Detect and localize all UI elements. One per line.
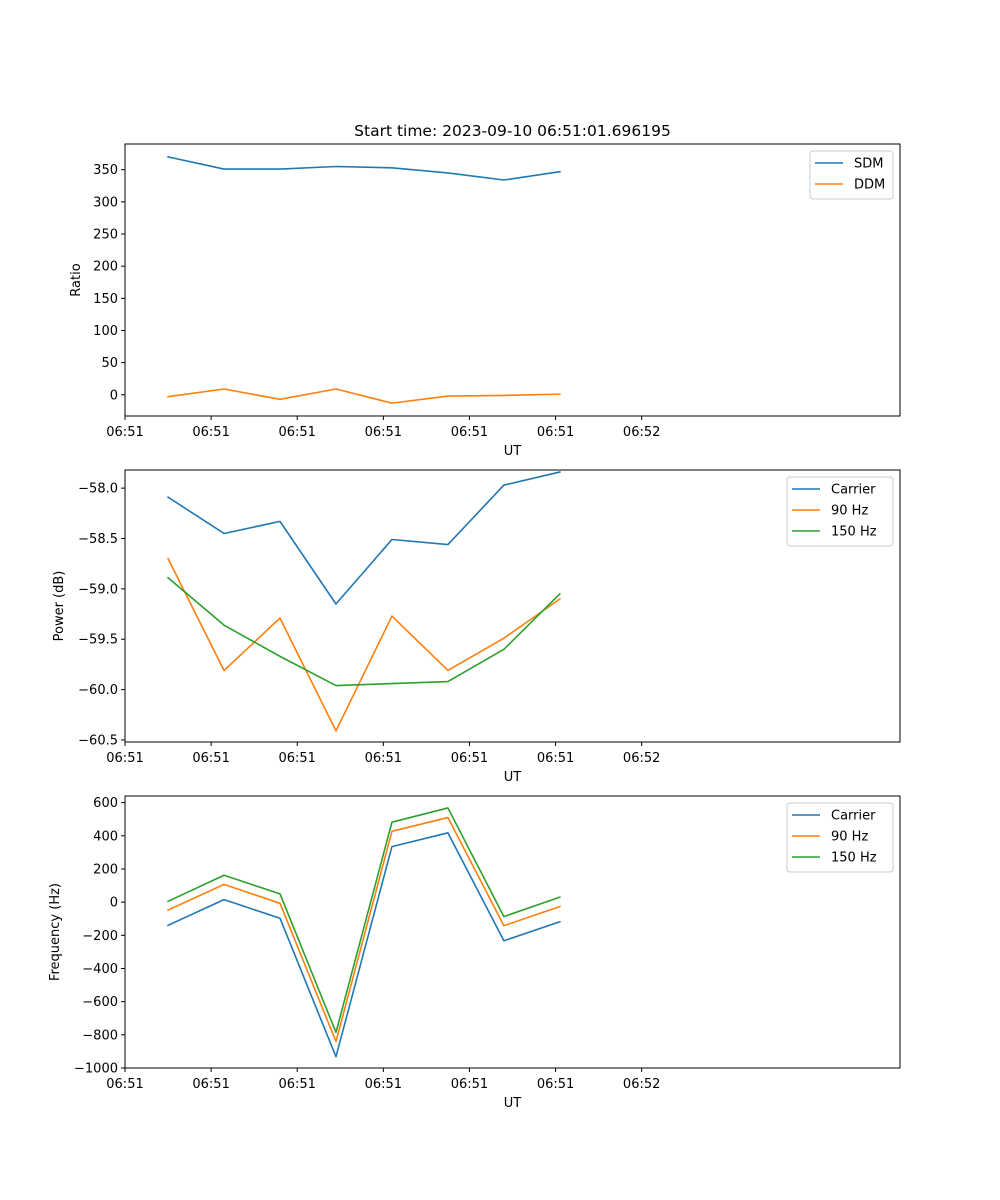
frequency-x-tick-label: 06:51 <box>365 1077 402 1092</box>
ratio-y-tick-label: 100 <box>93 324 118 339</box>
frequency-y-tick-label: 200 <box>93 862 118 877</box>
power-x-tick-label: 06:51 <box>451 751 488 766</box>
ratio-x-tick-label: 06:51 <box>192 425 229 440</box>
frequency-legend-label-carrier: Carrier <box>831 809 876 824</box>
power-y-tick-label: −60.0 <box>78 683 118 698</box>
ratio-legend-label-sdm: SDM <box>854 157 883 172</box>
power-x-axis-label: UT <box>504 770 522 785</box>
power-x-tick-label: 06:51 <box>278 751 315 766</box>
frequency-panel: 06:51 06:51 06:51 06:51 06:51 06:51 06:52 −1000… <box>48 795 901 1111</box>
frequency-x-axis-label: UT <box>504 1096 522 1111</box>
frequency-y-axis-label: Frequency (Hz) <box>48 883 63 981</box>
chart-title: Start time: 2023-09-10 06:51:01.696195 <box>354 122 671 140</box>
ratio-series-ddm-line <box>167 388 561 404</box>
ratio-series-sdm-line <box>167 155 561 181</box>
ratio-x-tick-label: 06:52 <box>623 425 660 440</box>
power-legend-box <box>786 476 894 547</box>
power-y-tick-label: −58.0 <box>78 482 118 497</box>
power-y-tick-label: −60.5 <box>78 733 118 748</box>
ratio-x-tick-label: 06:51 <box>537 425 574 440</box>
ratio-x-axis-label: UT <box>504 444 522 459</box>
power-x-tick-label: 06:51 <box>192 751 229 766</box>
frequency-axes-frame <box>124 795 901 1069</box>
power-legend-label-90-hz: 90 Hz <box>831 504 868 519</box>
frequency-y-tick-label: −1000 <box>74 1062 118 1077</box>
frequency-legend-label-150-hz: 150 Hz <box>831 851 877 866</box>
power-y-tick-label: −59.0 <box>78 582 118 597</box>
frequency-legend-label-90-hz: 90 Hz <box>831 830 868 845</box>
frequency-y-tick-label: −200 <box>82 929 118 944</box>
power-axes-frame <box>124 469 901 743</box>
ratio-x-tick-label: 06:51 <box>106 425 143 440</box>
frequency-y-tick-label: −800 <box>82 1028 118 1043</box>
ratio-y-tick-label: 250 <box>93 228 118 243</box>
power-panel: 06:51 06:51 06:51 06:51 06:51 06:51 06:52 −60.5… <box>52 469 901 785</box>
ratio-x-tick-label: 06:51 <box>451 425 488 440</box>
frequency-series-150-hz-line <box>166 807 561 1034</box>
frequency-y-tick-label: −600 <box>82 995 118 1010</box>
ratio-y-tick-label: 150 <box>93 292 118 307</box>
ratio-y-tick-label: 50 <box>101 356 118 371</box>
frequency-y-tick-label: 400 <box>93 829 118 844</box>
frequency-series-carrier-line <box>166 832 561 1058</box>
power-y-tick-label: −58.5 <box>78 532 118 547</box>
power-legend-label-150-hz: 150 Hz <box>831 525 877 540</box>
frequency-x-tick-label: 06:51 <box>278 1077 315 1092</box>
ratio-legend-label-ddm: DDM <box>854 178 885 193</box>
power-x-tick-label: 06:51 <box>106 751 143 766</box>
power-y-tick-label: −59.5 <box>78 633 118 648</box>
frequency-legend-box <box>786 802 894 873</box>
ratio-legend: SDM DDM <box>809 150 894 200</box>
frequency-y-tick-label: 0 <box>110 896 118 911</box>
ratio-y-axis-label: Ratio <box>69 263 84 296</box>
frequency-x-tick-label: 06:51 <box>106 1077 143 1092</box>
power-series-90-hz-line <box>166 557 561 732</box>
power-y-axis-label: Power (dB) <box>52 571 67 642</box>
power-x-tick-label: 06:51 <box>365 751 402 766</box>
frequency-x-tick-label: 06:51 <box>451 1077 488 1092</box>
ratio-y-tick-label: 350 <box>93 163 118 178</box>
power-x-tick-label: 06:51 <box>537 751 574 766</box>
frequency-y-tick-label: 600 <box>93 796 118 811</box>
frequency-x-tick-label: 06:52 <box>623 1077 660 1092</box>
power-legend-label-carrier: Carrier <box>831 483 876 498</box>
ratio-x-tick-label: 06:51 <box>278 425 315 440</box>
power-series-carrier-line <box>166 471 561 605</box>
power-x-tick-label: 06:52 <box>623 751 660 766</box>
frequency-legend: Carrier 90 Hz 150 Hz <box>786 802 894 873</box>
ratio-x-tick-label: 06:51 <box>365 425 402 440</box>
ratio-y-tick-label: 300 <box>93 195 118 210</box>
power-series-150-hz-line <box>166 576 561 687</box>
ratio-y-tick-label: 200 <box>93 260 118 275</box>
frequency-x-tick-label: 06:51 <box>192 1077 229 1092</box>
ratio-panel: 06:51 06:51 06:51 06:51 06:51 06:51 06:52 0 50 10… <box>69 143 901 459</box>
frequency-series-90-hz-line <box>166 816 561 1043</box>
power-legend: Carrier 90 Hz 150 Hz <box>786 476 894 547</box>
ratio-y-tick-label: 0 <box>110 388 118 403</box>
frequency-y-tick-label: −400 <box>82 962 118 977</box>
frequency-x-tick-label: 06:51 <box>537 1077 574 1092</box>
ratio-axes-frame <box>124 143 901 417</box>
